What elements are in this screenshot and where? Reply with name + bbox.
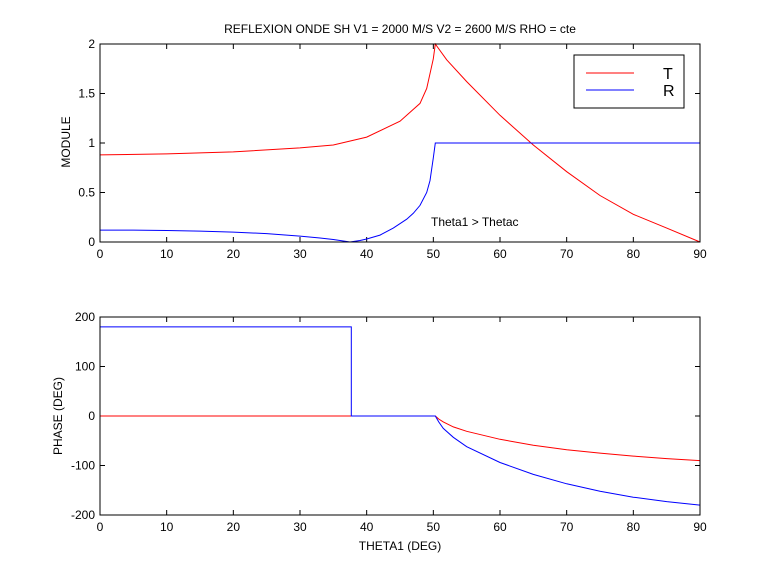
module-series [99, 42, 701, 243]
x-tick-label: 40 [360, 520, 374, 534]
series-line-r [100, 326, 701, 506]
legend-box [573, 54, 685, 109]
x-tick-label: 60 [493, 247, 507, 261]
module-plot-frame [99, 43, 701, 243]
chart-title: REFLEXION ONDE SH V1 = 2000 M/S V2 = 260… [224, 22, 576, 36]
y-axis-label-module: MODULE [59, 116, 73, 167]
series-line-t [99, 42, 701, 243]
phase-plot-frame [99, 316, 701, 516]
x-tick-label: 90 [693, 520, 707, 534]
x-tick-label: 10 [160, 520, 174, 534]
y-tick-label: 1.5 [78, 87, 95, 101]
x-tick-label: 10 [160, 247, 174, 261]
x-tick-label: 50 [427, 247, 441, 261]
y-tick-label: 0 [88, 235, 95, 249]
annotation-theta-critical: Theta1 > Thetac [431, 215, 519, 229]
x-tick-label: 0 [97, 520, 104, 534]
y-tick-label: 0 [88, 409, 95, 423]
legend-label-r: R [663, 83, 675, 100]
x-tick-label: 60 [493, 520, 507, 534]
module-ticks: 0 10 20 30 40 50 60 70 80 90 0 0.5 1 1.5 2 [78, 37, 707, 261]
x-tick-label: 40 [360, 247, 374, 261]
x-tick-label: 0 [97, 247, 104, 261]
y-tick-label: -200 [71, 508, 95, 522]
y-axis-label-phase: PHASE (DEG) [51, 377, 65, 455]
x-tick-label: 70 [560, 247, 574, 261]
x-tick-label: 80 [627, 520, 641, 534]
legend: T R [573, 54, 685, 109]
x-tick-label: 50 [427, 520, 441, 534]
legend-label-t: T [663, 66, 673, 83]
x-tick-label: 70 [560, 520, 574, 534]
y-tick-label: 1 [88, 136, 95, 150]
phase-ticks: 0 10 20 30 40 50 60 70 80 90 -200 -100 0 100 200 [71, 310, 707, 534]
x-tick-label: 30 [293, 520, 307, 534]
phase-series [100, 326, 701, 506]
x-tick-label: 80 [627, 247, 641, 261]
x-tick-label: 20 [227, 520, 241, 534]
x-tick-label: 90 [693, 247, 707, 261]
x-tick-label: 20 [227, 247, 241, 261]
series-line-r [100, 142, 700, 243]
x-axis-label-theta1: THETA1 (DEG) [359, 539, 441, 553]
series-line-t [100, 415, 701, 462]
y-tick-label: -100 [71, 459, 95, 473]
y-tick-label: 0.5 [78, 186, 95, 200]
x-tick-label: 30 [293, 247, 307, 261]
y-tick-label: 200 [75, 310, 95, 324]
phase-axes: PHASE (DEG) THETA1 (DEG) 0 10 20 30 40 50 60 70… [51, 310, 707, 553]
y-tick-label: 2 [88, 37, 95, 51]
module-axes: REFLEXION ONDE SH V1 = 2000 M/S V2 = 260… [59, 22, 707, 261]
y-tick-label: 100 [75, 360, 95, 374]
